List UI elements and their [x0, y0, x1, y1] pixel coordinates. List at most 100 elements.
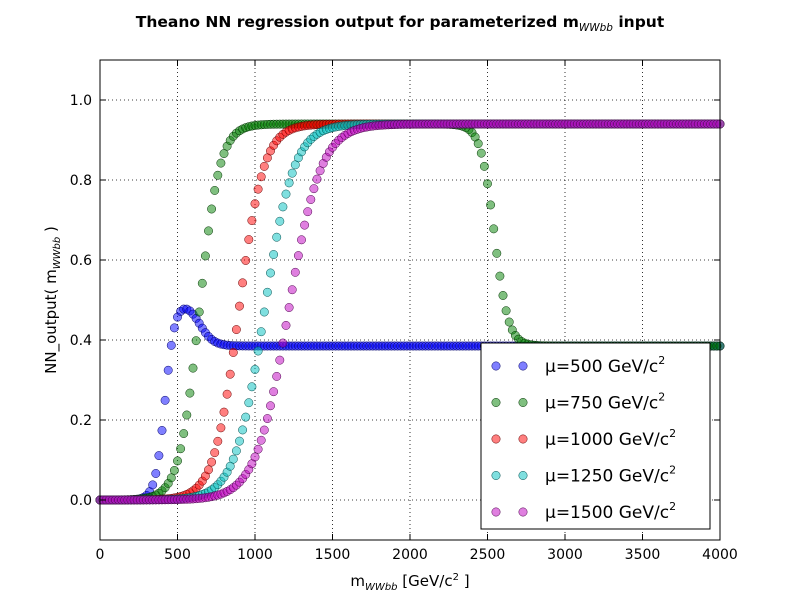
data-point	[148, 480, 158, 490]
legend: μ=500 GeV/c2μ=750 GeV/c2μ=1000 GeV/c2μ=1…	[480, 342, 711, 530]
data-point	[247, 216, 257, 226]
legend-label-text: μ=1250 GeV/c	[545, 467, 669, 487]
data-point	[287, 285, 297, 295]
data-point	[238, 278, 248, 288]
data-point	[287, 168, 297, 178]
data-point	[244, 398, 254, 408]
data-point	[235, 301, 244, 311]
data-point	[235, 436, 244, 446]
data-point	[495, 271, 505, 281]
data-point	[275, 216, 285, 226]
legend-marker	[518, 398, 528, 407]
y-tick-label: 0.6	[70, 253, 92, 269]
data-point	[300, 220, 310, 230]
legend-label-superscript: 2	[658, 354, 665, 367]
x-axis-label-unit: [GeV/c	[398, 572, 453, 590]
y-tick-label: 0.2	[70, 413, 92, 429]
data-point	[266, 268, 275, 278]
data-point	[151, 469, 161, 478]
data-point	[259, 307, 269, 317]
data-point	[281, 189, 291, 199]
data-point	[269, 387, 279, 397]
data-point	[210, 186, 220, 195]
legend-label-text: μ=500 GeV/c	[545, 357, 658, 377]
chart-title-suffix: input	[613, 13, 665, 31]
data-point	[476, 148, 486, 158]
data-point	[160, 395, 170, 405]
y-axis-label-end: )	[42, 226, 60, 237]
data-point	[179, 429, 189, 438]
data-point	[231, 446, 241, 456]
x-axis-label-end: ]	[459, 572, 470, 590]
data-point	[303, 207, 313, 217]
legend-marker	[518, 361, 528, 371]
legend-marker	[491, 471, 501, 480]
data-point	[256, 327, 266, 337]
data-point	[213, 436, 223, 446]
series-4	[95, 119, 725, 505]
data-point	[238, 425, 248, 435]
legend-label: μ=500 GeV/c2	[545, 354, 665, 377]
data-point	[284, 178, 294, 188]
data-point	[256, 435, 266, 445]
data-point	[207, 204, 217, 214]
legend-label: μ=1500 GeV/c2	[545, 500, 676, 523]
data-point	[284, 303, 294, 312]
y-axis-label-subscript: WWbb	[52, 237, 63, 269]
legend-marker	[491, 507, 501, 517]
x-tick-label: 1500	[315, 547, 351, 563]
data-point	[483, 179, 492, 189]
x-tick-label: 2500	[470, 547, 506, 563]
x-axis-label-subscript: WWbb	[365, 582, 397, 593]
x-tick-label: 2000	[392, 547, 428, 563]
legend-marker	[518, 507, 528, 517]
data-point	[259, 425, 269, 435]
data-point	[266, 401, 275, 411]
legend-entry: μ=750 GeV/c2	[491, 391, 665, 414]
y-axis-label: NN_output( mWWbb )	[42, 226, 63, 374]
data-point	[253, 346, 263, 356]
legend-label-text: μ=1000 GeV/c	[545, 430, 669, 450]
legend-label-text: μ=750 GeV/c	[545, 394, 658, 414]
legend-label-text: μ=1500 GeV/c	[545, 503, 669, 523]
x-axis-label: mWWbb [GeV/c2 ]	[350, 572, 469, 593]
x-tick-label: 4000	[702, 547, 738, 563]
legend-marker	[518, 471, 528, 480]
x-tick-label: 3500	[625, 547, 661, 563]
data-point	[479, 161, 489, 171]
legend-box	[480, 342, 711, 530]
data-point	[492, 248, 502, 258]
data-point	[262, 287, 272, 297]
data-point	[259, 161, 269, 171]
data-point	[250, 365, 260, 374]
legend-label: μ=1250 GeV/c2	[545, 464, 676, 487]
data-point	[501, 306, 511, 316]
data-point	[275, 355, 285, 365]
data-point	[250, 199, 260, 209]
legend-entry: μ=1000 GeV/c2	[491, 427, 676, 450]
legend-entry: μ=1250 GeV/c2	[491, 464, 676, 487]
data-point	[216, 158, 226, 168]
data-point	[228, 454, 238, 464]
data-point	[297, 235, 306, 245]
data-point	[210, 448, 220, 458]
data-point	[309, 184, 319, 194]
legend-entry: μ=1500 GeV/c2	[491, 500, 676, 523]
data-point	[278, 202, 288, 212]
data-point	[204, 226, 213, 236]
data-point	[207, 457, 217, 467]
data-point	[191, 336, 201, 346]
data-point	[197, 278, 207, 288]
legend-label-superscript: 2	[658, 391, 665, 404]
data-point	[204, 465, 213, 475]
legend-marker	[491, 434, 501, 444]
x-axis-label-superscript: 2	[453, 572, 459, 583]
data-point	[489, 224, 499, 234]
chart-title-main: Theano NN regression output for paramete…	[136, 13, 579, 31]
data-point	[200, 251, 210, 261]
data-point	[213, 170, 223, 180]
x-tick-label: 1000	[237, 547, 273, 563]
y-tick-label: 0.4	[70, 333, 92, 349]
x-tick-label: 0	[96, 547, 105, 563]
